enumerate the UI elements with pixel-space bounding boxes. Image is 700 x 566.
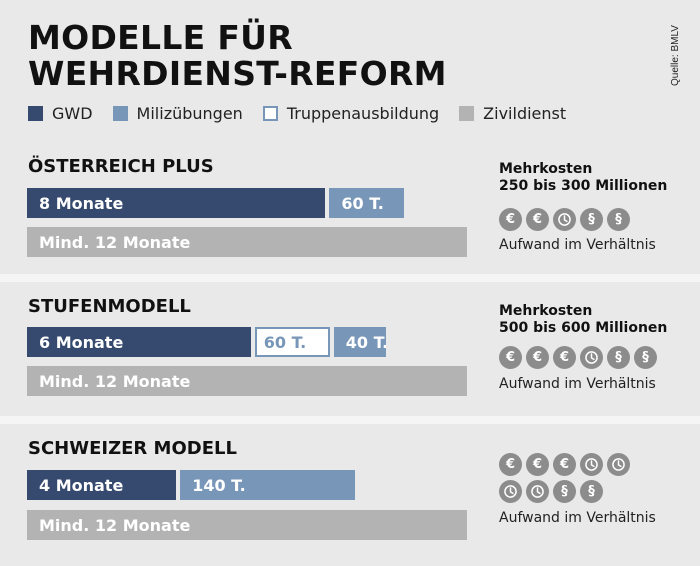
legend-item-truppe: Truppenausbildung bbox=[262, 103, 440, 123]
title-line-2: WEHRDIENST-REFORM bbox=[28, 54, 447, 93]
cost-label: Mehrkosten 500 bis 600 Millionen bbox=[499, 303, 668, 336]
effort-icons: € € € § § bbox=[499, 346, 669, 373]
model-title: ÖSTERREICH PLUS bbox=[28, 156, 214, 177]
legend-label-miliz: Milizübungen bbox=[136, 103, 243, 123]
paragraph-icon: § bbox=[607, 208, 630, 231]
cost-label: Mehrkosten 250 bis 300 Millionen bbox=[499, 161, 668, 194]
panel-divider bbox=[0, 274, 700, 282]
legend-swatch-truppe bbox=[262, 105, 278, 121]
euro-icon: € bbox=[553, 453, 576, 476]
effort-label: Aufwand im Verhältnis bbox=[499, 510, 656, 526]
euro-icon: € bbox=[553, 346, 576, 369]
chart-title: MODELLE FÜR WEHRDIENST-REFORM bbox=[28, 20, 548, 92]
euro-icon: € bbox=[499, 453, 522, 476]
euro-icon: € bbox=[526, 208, 549, 231]
legend-label-zivil: Zivildienst bbox=[483, 103, 567, 123]
bar-milizübungen: 40 T. bbox=[333, 327, 386, 357]
bar-zivildienst: Mind. 12 Monate bbox=[27, 366, 467, 396]
legend: GWD Milizübungen Truppenausbildung Zivil… bbox=[28, 103, 586, 123]
legend-item-zivil: Zivildienst bbox=[459, 104, 566, 123]
bar-gwd: 8 Monate bbox=[27, 188, 326, 218]
model-panel: SCHWEIZER MODELL 4 Monate 140 T. Mind. 12 M… bbox=[0, 424, 700, 566]
model-title: SCHWEIZER MODELL bbox=[28, 438, 237, 459]
model-panel: ÖSTERREICH PLUS 8 Monate 60 T. Mind. 12 Mon… bbox=[0, 152, 700, 274]
bar-gwd: 6 Monate bbox=[27, 327, 251, 357]
clock-icon bbox=[580, 453, 603, 476]
bar-milizübungen: 140 T. bbox=[180, 470, 356, 500]
effort-label: Aufwand im Verhältnis bbox=[499, 237, 656, 253]
paragraph-icon: § bbox=[634, 346, 657, 369]
paragraph-icon: § bbox=[553, 480, 576, 503]
paragraph-icon: § bbox=[580, 480, 603, 503]
panel-divider bbox=[0, 416, 700, 424]
title-line-1: MODELLE FÜR bbox=[28, 18, 293, 57]
clock-icon bbox=[526, 480, 549, 503]
model-panel: STUFENMODELL 6 Monate 60 T. 40 T. Mind. 12 M… bbox=[0, 282, 700, 416]
source-label: Quelle: BMLV bbox=[670, 25, 681, 86]
paragraph-icon: § bbox=[580, 208, 603, 231]
euro-icon: € bbox=[526, 346, 549, 369]
legend-label-gwd: GWD bbox=[52, 103, 93, 123]
clock-icon bbox=[607, 453, 630, 476]
legend-swatch-gwd bbox=[28, 105, 43, 121]
clock-icon bbox=[499, 480, 522, 503]
bar-truppenausbildung: 60 T. bbox=[254, 327, 330, 357]
model-title: STUFENMODELL bbox=[28, 296, 191, 317]
bar-zivildienst: Mind. 12 Monate bbox=[27, 227, 467, 257]
bar-milizübungen: 60 T. bbox=[329, 188, 405, 218]
euro-icon: € bbox=[499, 208, 522, 231]
legend-label-truppe: Truppenausbildung bbox=[286, 103, 440, 123]
clock-icon bbox=[553, 208, 576, 231]
bar-zivildienst: Mind. 12 Monate bbox=[27, 510, 467, 540]
legend-item-gwd: GWD bbox=[28, 104, 93, 123]
bar-gwd: 4 Monate bbox=[27, 470, 177, 500]
paragraph-icon: § bbox=[607, 346, 630, 369]
euro-icon: € bbox=[526, 453, 549, 476]
legend-swatch-zivil bbox=[459, 105, 475, 121]
clock-icon bbox=[580, 346, 603, 369]
legend-swatch-miliz bbox=[112, 105, 128, 121]
legend-item-miliz: Milizübungen bbox=[112, 103, 243, 123]
effort-label: Aufwand im Verhältnis bbox=[499, 376, 656, 392]
euro-icon: € bbox=[499, 346, 522, 369]
effort-icons: € € € § § bbox=[499, 453, 634, 507]
source-note: Quelle: BMLV bbox=[670, 8, 686, 86]
effort-icons: € € § § bbox=[499, 208, 669, 235]
